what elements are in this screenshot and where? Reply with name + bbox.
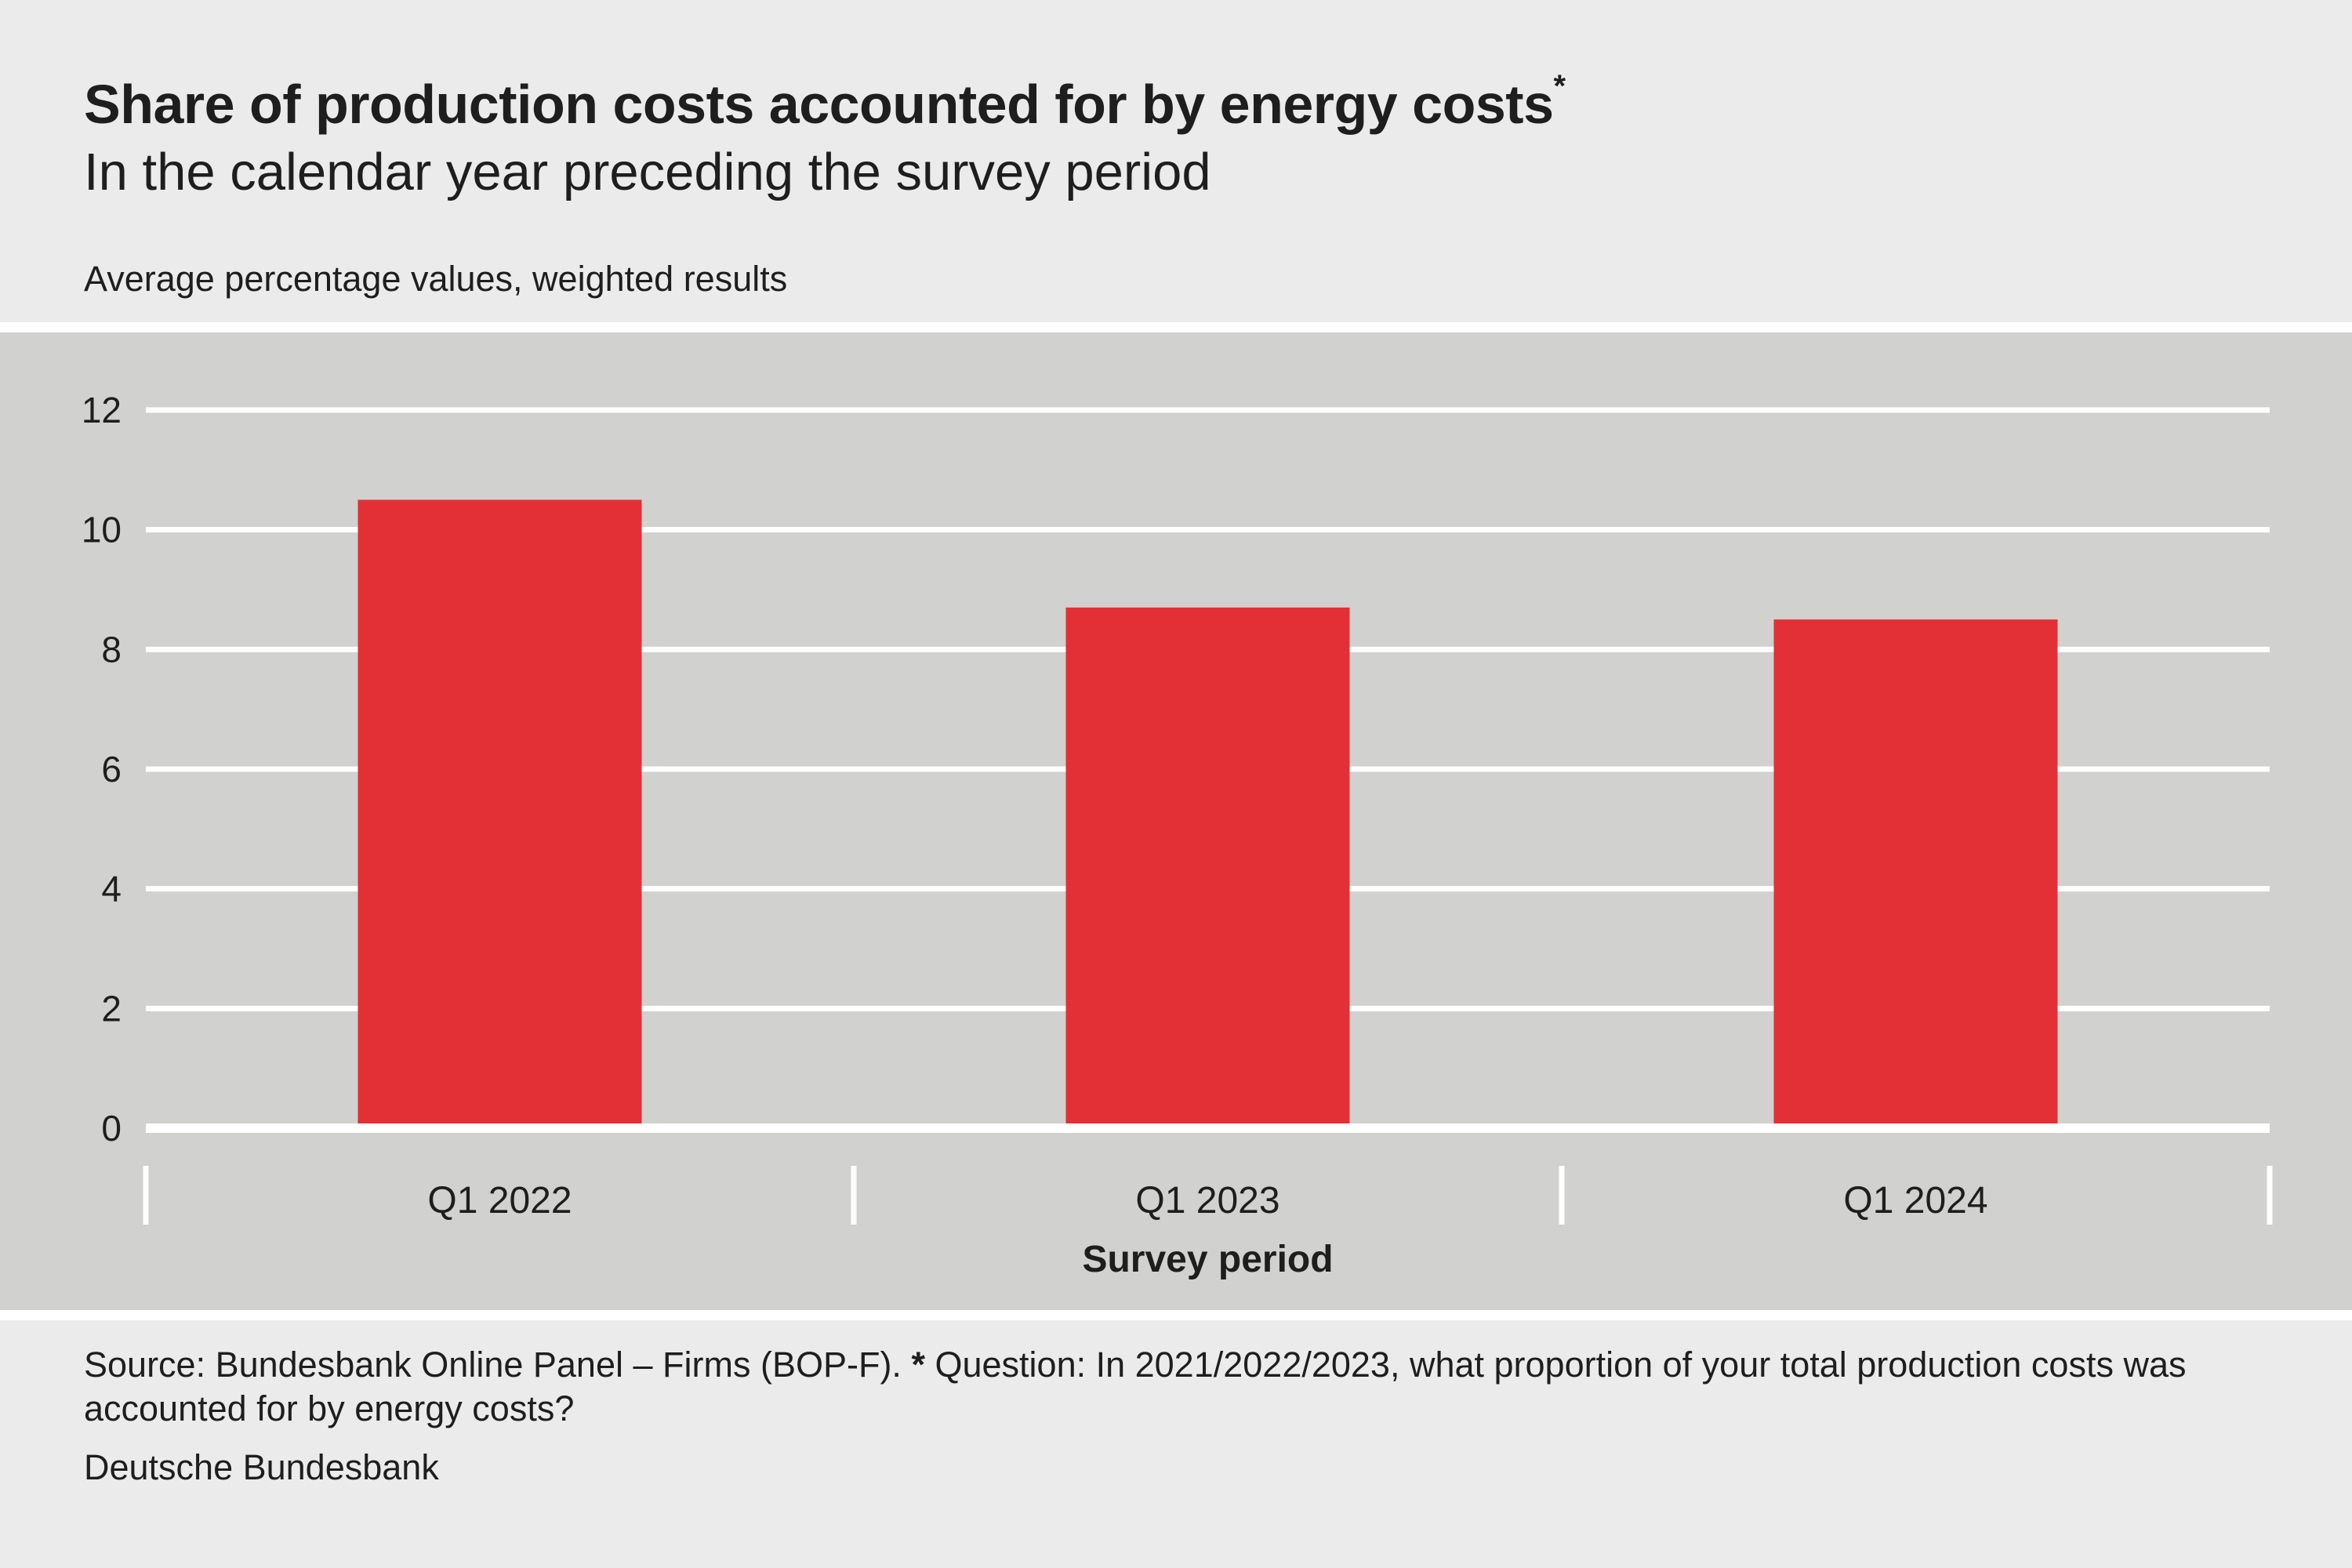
bar-chart: 0 2 4 6 8 10 12 Q1 2022 Q1 2023 Q1 2024 Survey per… [82,390,2273,1280]
y-tick-label: 6 [101,749,122,789]
chart-title: Share of production costs accounted for … [84,69,1566,136]
y-tick-label: 12 [82,390,122,430]
x-tick-label: Q1 2022 [427,1180,572,1221]
bar [1773,619,2058,1123]
y-tick-label: 4 [101,869,122,909]
y-tick-label: 2 [101,988,122,1029]
chart-subtitle: In the calendar year preceding the surve… [84,143,1211,201]
publisher-credit: Deutsche Bundesbank [84,1447,439,1487]
note-marker: * [911,1345,925,1385]
source-note: Source: Bundesbank Online Panel – Firms … [84,1343,2279,1431]
plot-area: 0 2 4 6 8 10 12 Q1 2022 Q1 2023 Q1 2024 Survey per… [0,332,2352,1310]
units-note: Average percentage values, weighted resu… [84,259,788,299]
top-divider [0,322,2352,332]
source-text: Source: Bundesbank Online Panel – Firms … [84,1345,902,1385]
y-tick-label: 8 [101,629,122,670]
bottom-divider [0,1310,2352,1320]
x-axis-title: Survey period [1082,1239,1333,1280]
question-text: Question: In 2021/2022/2023, what propor… [84,1345,2187,1428]
x-tick-label: Q1 2023 [1135,1180,1279,1221]
x-tick-label: Q1 2024 [1843,1180,1987,1221]
chart-title-text: Share of production costs accounted for … [84,74,1554,135]
y-tick-label: 10 [82,510,122,550]
bar [358,499,642,1123]
bar [1065,607,1350,1123]
y-tick-label: 0 [101,1108,122,1149]
title-footnote-marker: * [1553,69,1566,103]
